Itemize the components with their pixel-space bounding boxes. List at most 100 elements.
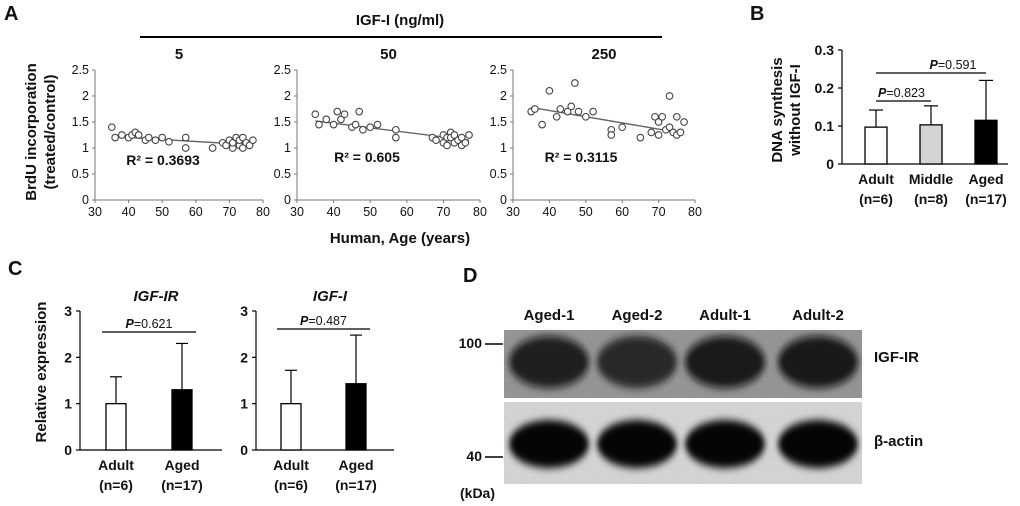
data-point xyxy=(391,133,400,142)
category-label: Aged xyxy=(969,171,1004,187)
x-tick-label: 30 xyxy=(506,205,520,219)
y-tick-label: 0.5 xyxy=(72,167,89,181)
p-value-label: P=0.487 xyxy=(300,314,347,328)
data-point xyxy=(530,105,539,113)
data-point xyxy=(589,107,597,116)
bar xyxy=(345,383,367,451)
data-point xyxy=(654,118,663,126)
data-point xyxy=(571,79,579,87)
data-point xyxy=(222,141,230,150)
band-label-actin: β-actin xyxy=(874,433,923,450)
scatter-plot-igf-5: 0 0.5 1 1.5 2 2.5 30 40 50 60 70 80 5 R² = 0.3693 xyxy=(72,46,270,219)
data-point xyxy=(118,131,126,139)
y-tick-label: 0 xyxy=(826,156,834,172)
y-tick-label: 2 xyxy=(284,89,291,103)
mw-unit: (kDa) xyxy=(460,485,495,501)
data-point xyxy=(654,131,663,139)
panel-label-c: C xyxy=(8,258,22,280)
bar xyxy=(280,403,302,451)
data-point xyxy=(552,112,561,121)
y-tick-label: 2 xyxy=(240,349,248,365)
scatter-plot-igf-250: 0 0.5 1 1.5 2 2.5 30 40 50 60 70 80 250 R² = 0.3115 xyxy=(490,46,702,219)
sample-size-label: (n=17) xyxy=(965,191,1007,207)
data-point xyxy=(340,110,349,119)
sample-size-label: (n=17) xyxy=(335,477,377,493)
x-tick-label: 40 xyxy=(327,205,341,219)
y-tick-label: 0.3 xyxy=(815,42,835,58)
x-tick-label: 80 xyxy=(688,205,702,219)
data-point xyxy=(181,133,190,142)
y-tick-label: 1.5 xyxy=(72,115,89,129)
data-point xyxy=(563,107,572,116)
y-tick-label: 0 xyxy=(82,193,89,207)
y-tick-label: 0.5 xyxy=(274,167,291,181)
y-tick-label: 0.1 xyxy=(815,118,835,134)
data-point xyxy=(366,123,375,132)
data-point xyxy=(647,128,656,137)
p-value-label: P=0.823 xyxy=(878,86,925,100)
scatter-plot-igf-50: 0 0.5 1 1.5 2 2.5 30 40 50 60 70 80 50 R² = 0.605 xyxy=(274,46,487,219)
data-point xyxy=(676,128,685,137)
bar-chart-dna-synthesis: 0 0.1 0.2 0.3 Adult (n=6) Middle (n=8) Aged (n=17… xyxy=(815,42,1008,207)
category-label: Aged xyxy=(165,457,200,473)
panel-a-ylabel-line1: BrdU incorporation xyxy=(23,63,40,201)
category-label: Adult xyxy=(858,171,894,187)
data-point xyxy=(618,123,627,132)
p-value-label: P=0.591 xyxy=(930,58,977,72)
trendline xyxy=(531,106,685,135)
y-tick-label: 2 xyxy=(64,349,72,365)
data-point xyxy=(228,138,237,147)
data-point xyxy=(567,102,576,111)
y-tick-label: 0 xyxy=(284,193,291,207)
data-point xyxy=(249,136,257,145)
panel-b-ylabel-line1: DNA synthesis xyxy=(769,57,786,162)
x-tick-label: 70 xyxy=(222,205,236,219)
y-tick-label: 0 xyxy=(64,442,72,458)
igf-concentration-header: IGF-I (ng/ml) xyxy=(356,12,444,29)
lane-label: Aged-1 xyxy=(524,307,575,324)
data-point xyxy=(208,144,217,152)
blot-band xyxy=(597,420,677,468)
sample-size-label: (n=6) xyxy=(274,477,308,493)
r-squared-label: R² = 0.3115 xyxy=(545,149,618,165)
actin-bands xyxy=(509,420,858,468)
y-tick-label: 0 xyxy=(240,442,248,458)
data-point xyxy=(574,107,583,116)
x-tick-label: 80 xyxy=(256,205,270,219)
data-point xyxy=(538,120,546,129)
x-tick-label: 40 xyxy=(542,205,556,219)
blot-band xyxy=(509,420,589,468)
data-point xyxy=(607,131,616,139)
data-point xyxy=(322,115,331,124)
data-point xyxy=(665,92,674,100)
concentration-label: 250 xyxy=(591,46,616,63)
blot-band xyxy=(778,336,858,388)
mw-marker-100: 100 xyxy=(459,335,483,351)
lane-label: Aged-2 xyxy=(612,307,663,324)
y-tick-label: 1.5 xyxy=(274,115,291,129)
bar xyxy=(919,124,943,165)
y-tick-label: 3 xyxy=(64,303,72,319)
igf-ir-bands xyxy=(509,336,858,388)
data-point xyxy=(337,115,345,124)
x-tick-label: 60 xyxy=(400,205,414,219)
category-label: Middle xyxy=(909,171,954,187)
y-tick-label: 1 xyxy=(240,396,248,412)
x-tick-label: 60 xyxy=(615,205,629,219)
data-point xyxy=(680,118,688,126)
data-point xyxy=(443,141,451,150)
data-point xyxy=(311,110,320,119)
blot-band xyxy=(685,336,765,388)
x-tick-label: 50 xyxy=(363,205,377,219)
data-point xyxy=(333,107,342,116)
data-point xyxy=(636,133,645,142)
panel-label-d: D xyxy=(463,265,477,287)
y-tick-label: 3 xyxy=(240,303,248,319)
data-point xyxy=(651,112,659,121)
band-label-igf-ir: IGF-IR xyxy=(874,349,919,366)
x-tick-label: 50 xyxy=(155,205,169,219)
x-tick-label: 40 xyxy=(122,205,136,219)
mw-marker-40: 40 xyxy=(466,448,482,464)
data-point xyxy=(432,136,440,145)
